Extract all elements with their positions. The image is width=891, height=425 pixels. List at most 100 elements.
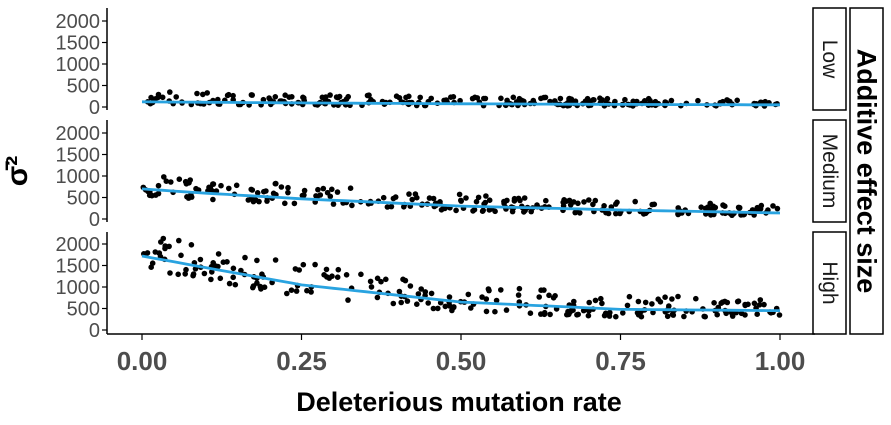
data-point — [329, 273, 335, 280]
fit-line — [141, 254, 780, 312]
data-point — [468, 305, 474, 311]
data-point — [323, 94, 329, 100]
data-point — [301, 187, 308, 194]
data-point — [406, 191, 412, 197]
data-point — [404, 298, 411, 304]
data-point — [261, 188, 267, 195]
strip-box — [812, 119, 847, 223]
data-point — [442, 303, 449, 310]
data-point — [557, 95, 564, 102]
data-point — [374, 294, 381, 301]
data-point — [210, 196, 216, 203]
data-point — [681, 313, 687, 320]
data-point — [669, 296, 675, 302]
data-point — [776, 312, 783, 318]
data-point — [272, 257, 279, 263]
data-point — [428, 290, 435, 297]
data-point — [724, 299, 731, 306]
data-point — [585, 312, 592, 319]
strip-label: Low — [818, 40, 841, 79]
data-point — [657, 299, 664, 305]
data-point — [723, 310, 729, 317]
data-point — [498, 95, 504, 102]
data-point — [374, 275, 381, 282]
data-point — [286, 94, 293, 100]
data-point — [441, 97, 447, 104]
data-point — [482, 199, 489, 206]
data-point — [272, 94, 279, 100]
data-point — [334, 274, 341, 281]
data-point — [176, 176, 183, 182]
data-point — [449, 307, 455, 314]
data-point — [345, 297, 351, 303]
y-tick-label: 500 — [67, 299, 100, 321]
data-point — [640, 211, 647, 217]
data-point — [261, 284, 268, 291]
data-point — [604, 95, 611, 102]
data-point — [160, 235, 167, 242]
data-point — [501, 200, 507, 207]
data-point — [409, 196, 416, 203]
data-point — [552, 293, 558, 299]
data-point — [729, 311, 735, 317]
data-point — [148, 94, 154, 101]
data-point — [761, 301, 767, 308]
data-point — [567, 202, 574, 208]
data-point — [163, 178, 170, 184]
data-point — [586, 299, 592, 306]
data-point — [288, 287, 295, 294]
data-point — [315, 186, 321, 193]
data-point — [182, 271, 188, 277]
data-point — [463, 195, 469, 201]
data-point — [714, 311, 720, 318]
data-point — [407, 283, 414, 289]
x-tick-label: 0.50 — [436, 346, 487, 376]
data-point — [242, 254, 248, 261]
data-point — [536, 294, 542, 300]
data-point — [238, 267, 244, 274]
data-point — [742, 312, 748, 318]
data-point — [320, 185, 327, 192]
data-point — [650, 309, 656, 316]
data-point — [486, 197, 493, 203]
x-axis-title: Deleterious mutation rate — [296, 387, 622, 417]
data-point — [230, 265, 237, 272]
data-point — [722, 203, 728, 209]
data-point — [178, 252, 184, 259]
data-point — [285, 189, 291, 196]
data-point — [430, 305, 437, 312]
data-point — [742, 301, 748, 308]
data-point — [254, 280, 260, 286]
y-tick-label: 0 — [89, 97, 100, 119]
data-point — [299, 192, 306, 199]
data-point — [300, 261, 307, 268]
data-point — [483, 193, 489, 199]
data-point — [515, 195, 522, 202]
data-point — [183, 266, 189, 273]
fit-line — [141, 187, 781, 215]
y-tick-label: 500 — [67, 76, 100, 98]
data-point — [675, 205, 681, 211]
data-point — [402, 277, 409, 284]
y-tick-label: 1000 — [56, 54, 101, 76]
y-tick-label: 0 — [89, 320, 100, 342]
data-point — [364, 92, 371, 99]
data-point — [173, 94, 179, 100]
data-point — [250, 284, 256, 291]
data-point — [270, 190, 277, 197]
data-point — [632, 198, 638, 205]
data-point — [613, 210, 619, 217]
strip-box — [812, 7, 847, 111]
data-point — [453, 207, 459, 214]
data-point — [662, 294, 668, 301]
data-point — [620, 310, 626, 316]
data-point — [577, 210, 583, 216]
data-point — [323, 266, 330, 273]
fit-line — [141, 100, 780, 107]
data-point — [296, 267, 303, 273]
data-point — [347, 185, 354, 191]
data-point — [308, 289, 314, 295]
data-point — [666, 303, 672, 309]
data-point — [422, 289, 429, 295]
